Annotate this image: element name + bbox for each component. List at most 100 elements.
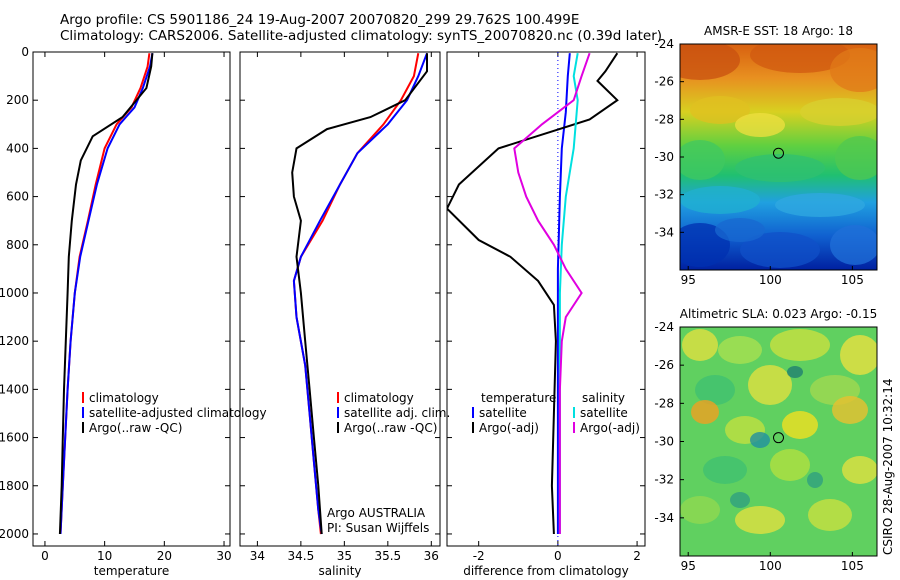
sst-field-patch [740, 232, 820, 268]
y-tick-label: 400 [6, 141, 29, 155]
sla-field-patch [787, 366, 803, 378]
series-line-argo---raw--qc- [291, 53, 428, 535]
y-tick-label: 0 [21, 45, 29, 59]
sla-field-patch [832, 396, 868, 424]
sst-field-patch [680, 186, 760, 214]
sst-field-patch [775, 193, 865, 217]
y-tick-label: 2000 [0, 527, 29, 541]
x-axis-label: temperature [94, 564, 169, 578]
x-tick-label: 30 [216, 549, 231, 563]
sst-field-patch [830, 225, 877, 265]
sla-field-patch [682, 329, 718, 361]
x-tick-label: 2 [633, 549, 641, 563]
y-tick-label: 200 [6, 93, 29, 107]
sla-field-patch [770, 329, 830, 361]
legend-satellite-label: satellite-adjusted climatology [89, 406, 267, 420]
y-tick-label: 800 [6, 238, 29, 252]
sst-field-patch [735, 154, 825, 182]
panel-2-series [291, 52, 428, 535]
series-line-argo--adj- [447, 52, 619, 535]
x-tick-label: 35.5 [374, 549, 401, 563]
map-y-tick-label: -34 [654, 225, 674, 239]
legend-temperature-title: temperature [481, 391, 556, 405]
map-x-tick-label: 100 [759, 273, 782, 287]
sst-field-patch [750, 44, 850, 73]
title-line-2: Climatology: CARS2006. Satellite-adjuste… [60, 28, 663, 44]
y-tick-label: 1400 [0, 382, 29, 396]
map-y-tick-label: -30 [654, 435, 674, 449]
series-line-satellite [556, 53, 571, 534]
legend-climatology-label: climatology [344, 391, 414, 405]
sla-field-patch [718, 336, 762, 364]
sla-field-patch [691, 400, 719, 424]
x-tick-label: 36 [424, 549, 439, 563]
map-y-tick-label: -24 [654, 37, 674, 51]
series-line-satellite [558, 53, 579, 534]
map-x-tick-label: 105 [841, 559, 864, 573]
x-axis-label: difference from climatology [463, 564, 629, 578]
sla-field-patch [695, 375, 735, 405]
series-line-satellite-adj--clim- [292, 52, 428, 535]
map-y-tick-label: -26 [654, 75, 674, 89]
sla-field-patch [703, 456, 747, 484]
legend-temp-satellite-label: satellite [479, 406, 527, 420]
x-tick-label: 34.5 [288, 549, 315, 563]
sla-field-patch [842, 456, 877, 484]
x-tick-label: 0 [41, 549, 49, 563]
sst-field-patch [680, 44, 740, 80]
x-tick-label: 34 [250, 549, 265, 563]
series-line-climatology [292, 53, 420, 535]
map-x-tick-label: 105 [841, 273, 864, 287]
sst-field-patch [830, 48, 877, 92]
map-y-tick-label: -24 [654, 320, 674, 334]
x-tick-label: 35 [337, 549, 352, 563]
panel-1-series [58, 53, 154, 535]
x-tick-label: 0 [554, 549, 562, 563]
legend-sal-satellite-label: satellite [580, 406, 628, 420]
map-y-tick-label: -28 [654, 396, 674, 410]
sst-field-patch [735, 113, 785, 137]
float-owner-label: Argo AUSTRALIA [327, 506, 426, 520]
map-y-tick-label: -28 [654, 112, 674, 126]
sst-field-patch [800, 98, 877, 126]
panel-3-frame [446, 51, 646, 547]
sst-field-patch [690, 96, 750, 124]
x-axis-label: salinity [318, 564, 361, 578]
series-line-satellite-adjusted-climatology [59, 53, 154, 535]
map-y-tick-label: -26 [654, 358, 674, 372]
sst-field-patch [715, 218, 765, 242]
map-x-tick-label: 95 [681, 559, 696, 573]
sla-field-patch [748, 365, 792, 405]
legend-temp-argo-label: Argo(-adj) [479, 421, 539, 435]
sst-field-patch [680, 140, 725, 180]
sla-field-patch [808, 499, 852, 531]
timestamp-side-label: CSIRO 28-Aug-2007 10:32:14 [881, 379, 895, 555]
legend-argo-label: Argo(..raw -QC) [344, 421, 437, 435]
y-tick-label: 600 [6, 190, 29, 204]
map-x-tick-label: 100 [759, 559, 782, 573]
legend-climatology-label: climatology [89, 391, 159, 405]
y-tick-label: 1000 [0, 286, 29, 300]
sla-field-patch [782, 411, 818, 439]
x-tick-label: -2 [473, 549, 485, 563]
sla-map-title: Altimetric SLA: 0.023 Argo: -0.15 [680, 307, 877, 321]
sla-field-patch [680, 496, 720, 524]
x-tick-label: 10 [97, 549, 112, 563]
map-y-tick-label: -30 [654, 150, 674, 164]
map-y-tick-label: -32 [654, 473, 674, 487]
sla-field-patch [840, 335, 877, 375]
sla-field-patch [770, 449, 810, 481]
legend-sal-argo-label: Argo(-adj) [580, 421, 640, 435]
sla-field-patch [750, 432, 770, 448]
panel-1-frame [32, 51, 231, 547]
map-y-tick-label: -32 [654, 188, 674, 202]
sst-map-field [680, 44, 877, 270]
title-line-1: Argo profile: CS 5901186_24 19-Aug-2007 … [60, 12, 580, 28]
sla-field-patch [730, 492, 750, 508]
x-tick-label: 20 [157, 549, 172, 563]
sla-argo-position-marker [773, 432, 784, 444]
sst-argo-position-marker [773, 147, 784, 159]
map-x-tick-label: 95 [681, 273, 696, 287]
series-line-argo--adj- [513, 52, 591, 534]
